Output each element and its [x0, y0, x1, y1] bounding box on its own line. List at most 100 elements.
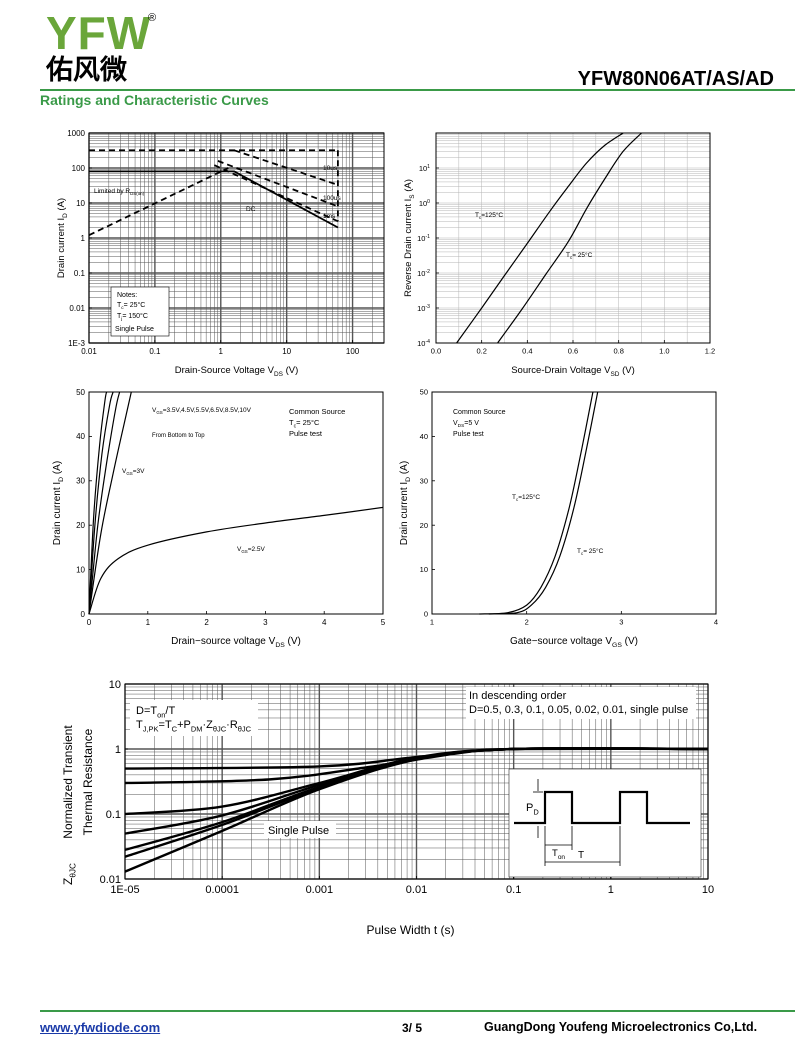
x-axis-label: Gate−source voltage VGS (V)	[510, 636, 638, 649]
thermal-series-6	[124, 747, 709, 873]
thermal-pulse-inset: PD Ton T	[508, 768, 702, 878]
output-cond-pulse: Pulse test	[289, 429, 323, 438]
reverse-drain-series-1	[497, 132, 642, 344]
output-cond-source: Common Source	[289, 407, 345, 416]
inset-pd-label: PD	[526, 802, 539, 816]
output-series-2	[88, 391, 121, 615]
soa-series-5	[214, 164, 339, 223]
x-tick-label: 0.6	[568, 347, 578, 356]
y-axis-label: ZθJC	[61, 863, 78, 885]
soa-chart: 0.01 0.1 1 10 1001E-30.010.11101001000Drain-…	[56, 129, 385, 378]
x-tick-label: 0.0001	[205, 884, 239, 896]
y-tick-label: 10-1	[417, 234, 430, 243]
y-tick-label: 0	[424, 610, 428, 619]
part-number: YFW80N06AT/AS/AD	[577, 68, 774, 90]
transfer-cond-source: Common Source	[453, 409, 506, 416]
y-tick-label: 100	[72, 164, 86, 173]
x-tick-label: 4	[714, 618, 718, 627]
x-axis-label: Drain−source voltage VDS (V)	[171, 636, 301, 649]
x-tick-label: 0.8	[613, 347, 623, 356]
thermal-formula-bg	[130, 700, 258, 736]
y-tick-label: 100	[419, 199, 430, 208]
soa-notes-box	[110, 286, 170, 337]
x-tick-label: 10	[702, 884, 714, 896]
x-tick-label: 10	[282, 347, 291, 356]
transfer-cond-vds: VDS=5 V	[453, 420, 479, 429]
soa-annotation-1: 10us	[323, 165, 338, 172]
transfer-series-label-0: Tc=125°C	[512, 493, 540, 502]
x-tick-label: 2	[525, 618, 529, 627]
inset-pulse-train	[514, 790, 690, 825]
y-tick-label: 0.01	[100, 874, 121, 886]
x-tick-label: 0.01	[406, 884, 427, 896]
company-logo-chinese: 佑风微	[46, 55, 127, 86]
x-tick-label: 1E-05	[110, 884, 139, 896]
y-tick-label: 1	[115, 744, 121, 756]
x-tick-label: 0.1	[149, 347, 161, 356]
reverse-drain-chart: 0.0 0.2 0.4 0.6 0.8 1.0 1.2 10-4 10-3 10-2 10-1 100…	[403, 132, 715, 378]
output-series-4	[88, 391, 108, 615]
soa-series-6	[89, 170, 339, 229]
soa-note-pulse: Single Pulse	[115, 326, 154, 333]
output-frame	[88, 391, 384, 615]
y-tick-label: 0.01	[69, 304, 85, 313]
y-tick-label: 40	[420, 432, 428, 441]
x-tick-label: 0.0	[431, 347, 441, 356]
transfer-frame	[431, 391, 717, 615]
thermal-legend-title: In descending order	[469, 690, 567, 702]
thermal-legend-bg	[466, 687, 696, 719]
soa-series-3	[233, 149, 339, 186]
x-axis-label: Source-Drain Voltage VSD (V)	[511, 365, 635, 378]
y-axis-label: Drain current ID (A)	[52, 461, 65, 545]
thermal-formula-duty: D=Ton/T	[136, 705, 175, 719]
company-name: GuangDong Youfeng Microelectronics Co,Lt…	[484, 1020, 758, 1034]
y-axis-label: Thermal Resistance	[81, 728, 95, 835]
x-tick-label: 0.2	[476, 347, 486, 356]
y-axis-label: Reverse Drain current IS (A)	[403, 179, 416, 297]
transfer-series-0	[479, 391, 594, 615]
x-tick-label: 5	[381, 618, 386, 627]
y-tick-label: 30	[420, 476, 428, 485]
x-tick-label: 1.0	[659, 347, 669, 356]
output-series-label-3v: VGS=3V	[122, 468, 145, 476]
soa-annotation-4: DC	[246, 206, 256, 213]
inset-t-label: T	[578, 850, 584, 861]
y-axis-label: Normalized Transient	[61, 725, 75, 839]
transfer-series-label-1: Tc= 25°C	[577, 547, 604, 556]
x-tick-label: 1	[608, 884, 614, 896]
x-tick-label: 3	[263, 618, 268, 627]
reverse-drain-series-0	[456, 132, 624, 344]
soa-series-4	[217, 160, 339, 208]
output-cond-temp: Tc= 25°C	[289, 418, 320, 429]
y-tick-label: 10	[76, 199, 85, 208]
y-tick-label: 30	[76, 477, 85, 486]
x-tick-label: 4	[322, 618, 327, 627]
website-link[interactable]: www.yfwdiode.com	[40, 1020, 161, 1035]
y-tick-label: 0	[81, 610, 86, 619]
y-tick-label: 40	[76, 432, 85, 441]
x-axis-label: Pulse Width t (s)	[366, 923, 454, 937]
output-series-1	[88, 391, 132, 615]
thermal-legend-values: D=0.5, 0.3, 0.1, 0.05, 0.02, 0.01, singl…	[469, 704, 688, 716]
reverse-drain-series-label-1: Tc= 25°C	[566, 251, 593, 260]
x-tick-label: 1.2	[705, 347, 715, 356]
y-tick-label: 20	[420, 521, 428, 530]
page-number: 3/ 5	[402, 1021, 423, 1035]
y-tick-label: 1E-3	[68, 339, 85, 348]
x-tick-label: 1	[219, 347, 224, 356]
output-series-0	[88, 506, 384, 615]
y-tick-label: 50	[420, 388, 428, 397]
reverse-drain-series-label-0: Tc=125°C	[475, 211, 503, 220]
section-title: Ratings and Characteristic Curves	[40, 92, 269, 108]
x-tick-label: 3	[619, 618, 623, 627]
soa-series-0	[88, 167, 229, 237]
footer-divider	[40, 1010, 795, 1012]
y-tick-label: 0.1	[106, 809, 121, 821]
soa-note-title: Notes:	[117, 292, 137, 299]
header-divider	[40, 89, 795, 91]
x-tick-label: 2	[204, 618, 209, 627]
y-tick-label: 101	[419, 164, 430, 173]
y-axis-label: Drain current ID (A)	[399, 461, 412, 545]
x-tick-label: 0.4	[522, 347, 532, 356]
